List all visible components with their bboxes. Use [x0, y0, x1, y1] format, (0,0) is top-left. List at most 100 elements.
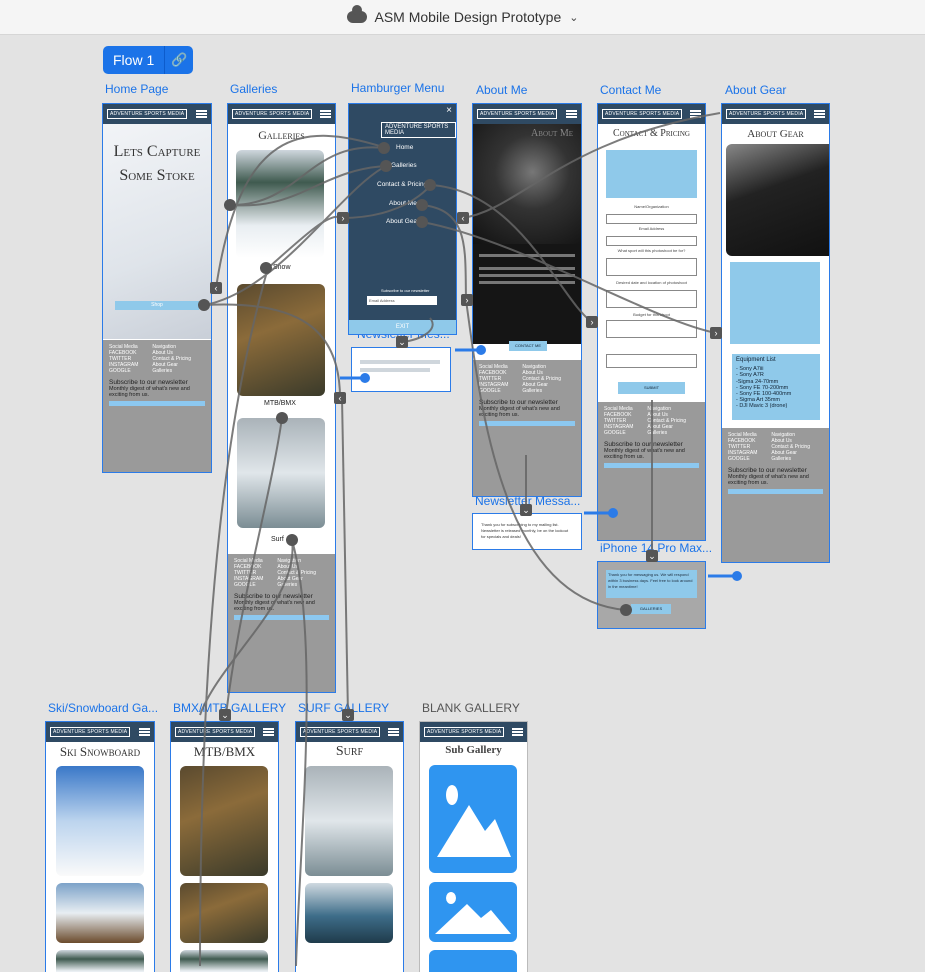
footer-nav-gear[interactable]: About Gear	[152, 362, 178, 368]
galleries-button[interactable]: GALLERIES	[631, 604, 671, 614]
hotspot-node[interactable]	[424, 179, 436, 191]
footer-facebook[interactable]: FACEBOOK	[728, 438, 756, 444]
hamburger-icon[interactable]	[690, 110, 701, 118]
footer-nav-galleries[interactable]: Galleries	[277, 582, 298, 588]
contact-me-button[interactable]: CONTACT ME	[509, 341, 547, 351]
join-button[interactable]	[234, 615, 329, 620]
hotspot-node[interactable]	[380, 160, 392, 172]
chevron-left-icon[interactable]: ‹	[457, 212, 469, 224]
name-input[interactable]	[606, 214, 697, 224]
menu-item-home[interactable]: Home	[396, 144, 414, 151]
hotspot-node[interactable]	[620, 604, 632, 616]
menu-item-about-gear[interactable]: About Gear	[386, 218, 420, 225]
footer-nav-about[interactable]: About Us	[152, 350, 173, 356]
submit-button[interactable]: SUBMIT	[618, 382, 685, 394]
artboard-about-gear[interactable]: ADVENTURE SPORTS MEDIA About Gear Equipm…	[721, 103, 830, 563]
chevron-down-icon[interactable]: ⌄	[342, 709, 354, 721]
chevron-right-icon[interactable]: ›	[461, 294, 473, 306]
hotspot-node[interactable]	[260, 262, 272, 274]
close-icon[interactable]: ×	[446, 105, 452, 116]
join-button[interactable]	[109, 401, 205, 406]
footer-google[interactable]: GOOGLE	[604, 430, 626, 436]
menu-email-submit[interactable]	[424, 296, 437, 305]
gallery-image[interactable]	[305, 766, 393, 876]
artboard-ski[interactable]: ADVENTURE SPORTS MEDIA Ski Snowboard	[45, 721, 155, 972]
join-button[interactable]	[479, 421, 575, 426]
email-input[interactable]	[606, 236, 697, 246]
menu-item-contact[interactable]: Contact & Pricing	[377, 181, 428, 188]
artboard-surf[interactable]: ADVENTURE SPORTS MEDIA Surf	[295, 721, 404, 972]
footer-nav-about[interactable]: About Us	[647, 412, 668, 418]
hotspot-node[interactable]	[198, 299, 210, 311]
extra-info-input[interactable]	[606, 354, 697, 368]
footer-nav-galleries[interactable]: Galleries	[522, 388, 543, 394]
footer-twitter[interactable]: TWITTER	[728, 444, 751, 450]
chevron-right-icon[interactable]: ›	[337, 212, 349, 224]
hamburger-icon[interactable]	[263, 728, 274, 736]
footer-instagram[interactable]: INSTAGRAM	[109, 362, 139, 368]
chevron-down-icon[interactable]: ⌄	[646, 550, 658, 562]
target-pin[interactable]	[476, 345, 486, 355]
gallery-image[interactable]	[56, 950, 144, 972]
bmx-image[interactable]	[237, 284, 325, 396]
flow-label[interactable]: Flow 1	[103, 46, 166, 74]
artboard-blank[interactable]: ADVENTURE SPORTS MEDIA Sub Gallery	[419, 721, 528, 972]
gallery-image[interactable]	[305, 883, 393, 943]
hamburger-icon[interactable]	[512, 728, 523, 736]
hotspot-node[interactable]	[416, 199, 428, 211]
chevron-down-icon[interactable]: ⌄	[520, 504, 532, 516]
footer-facebook[interactable]: FACEBOOK	[109, 350, 137, 356]
snow-image[interactable]	[236, 150, 324, 258]
artboard-menu[interactable]: × ADVENTURE SPORTS MEDIA Home Galleries …	[348, 103, 457, 335]
image-placeholder[interactable]	[429, 765, 517, 873]
target-pin[interactable]	[608, 508, 618, 518]
artboard-contact[interactable]: ADVENTURE SPORTS MEDIA Contact & Pricing…	[597, 103, 706, 541]
chevron-down-icon[interactable]: ⌄	[569, 11, 579, 24]
sport-input[interactable]	[606, 258, 697, 276]
surf-image[interactable]	[237, 418, 325, 528]
artboard-label-home[interactable]: Home Page	[105, 82, 169, 96]
target-pin[interactable]	[732, 571, 742, 581]
footer-google[interactable]: GOOGLE	[479, 388, 501, 394]
footer-nav-gear[interactable]: About Gear	[647, 424, 673, 430]
artboard-bmx[interactable]: ADVENTURE SPORTS MEDIA MTB/BMX	[170, 721, 279, 972]
chevron-right-icon[interactable]: ›	[586, 316, 598, 328]
hotspot-node[interactable]	[224, 199, 236, 211]
artboard-about-me[interactable]: ADVENTURE SPORTS MEDIA About Me CONTACT …	[472, 103, 582, 497]
snow-caption[interactable]: Snow	[273, 264, 291, 271]
join-button[interactable]	[728, 489, 823, 494]
artboard-label-menu[interactable]: Hamburger Menu	[351, 81, 445, 95]
hamburger-icon[interactable]	[196, 110, 207, 118]
footer-twitter[interactable]: TWITTER	[109, 356, 132, 362]
chevron-left-icon[interactable]: ‹	[334, 392, 346, 404]
footer-nav-galleries[interactable]: Galleries	[152, 368, 173, 374]
artboard-label-about-me[interactable]: About Me	[476, 83, 528, 97]
artboard-label-blank[interactable]: BLANK GALLERY	[422, 701, 520, 715]
artboard-label-about-gear[interactable]: About Gear	[725, 83, 787, 97]
chevron-down-icon[interactable]: ⌄	[396, 336, 408, 348]
footer-nav-contact[interactable]: Contact & Pricing	[647, 418, 686, 424]
menu-email-input[interactable]: Email Address	[367, 296, 424, 305]
hotspot-node[interactable]	[416, 216, 428, 228]
menu-item-about-me[interactable]: About Me	[389, 200, 417, 207]
hamburger-icon[interactable]	[388, 728, 399, 736]
artboard-label-galleries[interactable]: Galleries	[230, 82, 278, 96]
footer-google[interactable]: GOOGLE	[109, 368, 131, 374]
image-placeholder[interactable]	[429, 950, 517, 972]
chevron-left-icon[interactable]: ‹	[210, 282, 222, 294]
artboard-home[interactable]: ADVENTURE SPORTS MEDIA Lets Capture Some…	[102, 103, 212, 473]
hotspot-node[interactable]	[276, 412, 288, 424]
footer-nav-galleries[interactable]: Galleries	[771, 456, 792, 462]
hamburger-icon[interactable]	[139, 728, 150, 736]
footer-nav-contact[interactable]: Contact & Pricing	[152, 356, 191, 362]
gallery-image[interactable]	[56, 883, 144, 943]
document-title-bar[interactable]: ASM Mobile Design Prototype ⌄	[0, 0, 925, 35]
budget-input[interactable]	[606, 320, 697, 338]
artboard-label-contact[interactable]: Contact Me	[600, 83, 662, 97]
chevron-right-icon[interactable]: ›	[710, 327, 722, 339]
surf-caption[interactable]: Surf	[271, 536, 284, 543]
artboard-newsletter2[interactable]: Thank you for subscribing to my mailing …	[472, 513, 582, 550]
artboard-label-ski[interactable]: Ski/Snowboard Ga...	[48, 701, 159, 715]
chevron-down-icon[interactable]: ⌄	[219, 709, 231, 721]
footer-nav-about[interactable]: About Us	[771, 438, 792, 444]
